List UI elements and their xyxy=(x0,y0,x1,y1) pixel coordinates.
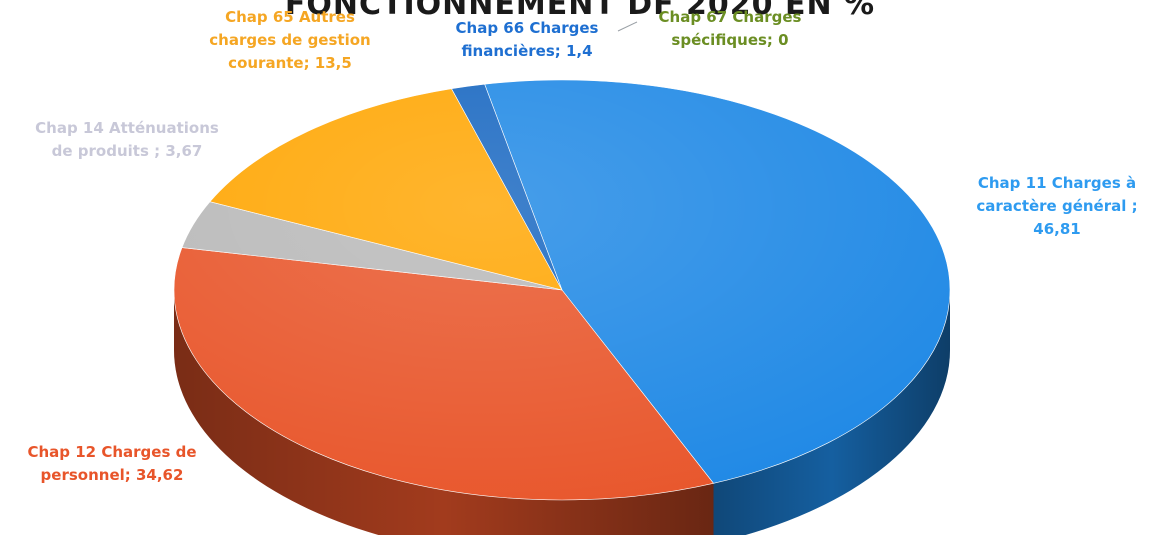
pie-side-shade-1 xyxy=(174,290,714,535)
slice-label-0-line-0: Chap 11 Charges à xyxy=(978,174,1136,192)
pie-side-shade-0 xyxy=(713,290,950,535)
slice-label-5: Chap 67 Charges spécifiques; 0 xyxy=(659,8,802,49)
slice-label-3-line-2: courante; 13,5 xyxy=(228,54,352,72)
slice-label-0: Chap 11 Charges à caractère général ; 46,8… xyxy=(976,174,1137,238)
pie-sides xyxy=(174,290,950,535)
slice-label-1-line-1: personnel; 34,62 xyxy=(41,466,184,484)
slice-label-1-line-0: Chap 12 Charges de xyxy=(27,443,196,461)
slice-label-5-line-0: Chap 67 Charges xyxy=(659,8,802,26)
pie-tops xyxy=(173,79,951,501)
slice-label-2: Chap 14 Atténuations de produits ; 3,67 xyxy=(35,119,219,160)
slice-label-2-line-1: de produits ; 3,67 xyxy=(52,142,203,160)
slice-label-3: Chap 65 Autres charges de gestion courante… xyxy=(209,8,370,72)
slice-label-4-line-0: Chap 66 Charges xyxy=(456,19,599,37)
slice-label-3-line-1: charges de gestion xyxy=(209,31,370,49)
slice-label-0-line-1: caractère général ; xyxy=(976,197,1137,215)
slice-label-5-line-1: spécifiques; 0 xyxy=(671,31,788,49)
pie-gloss xyxy=(174,80,950,500)
slice-label-3-line-0: Chap 65 Autres xyxy=(225,8,355,26)
slice-label-0-line-2: 46,81 xyxy=(1033,220,1080,238)
leader-line-chap-67 xyxy=(617,21,638,32)
chart-title: FONCTIONNEMENT DF 2020 EN % xyxy=(285,0,875,22)
slice-label-2-line-0: Chap 14 Atténuations xyxy=(35,119,219,137)
slice-label-1: Chap 12 Charges de personnel; 34,62 xyxy=(27,443,196,484)
slice-label-4: Chap 66 Charges financières; 1,4 xyxy=(456,19,599,60)
pie-labels: Chap 11 Charges à caractère général ; 46,8… xyxy=(27,8,1137,484)
slice-label-4-line-1: financières; 1,4 xyxy=(461,42,592,60)
